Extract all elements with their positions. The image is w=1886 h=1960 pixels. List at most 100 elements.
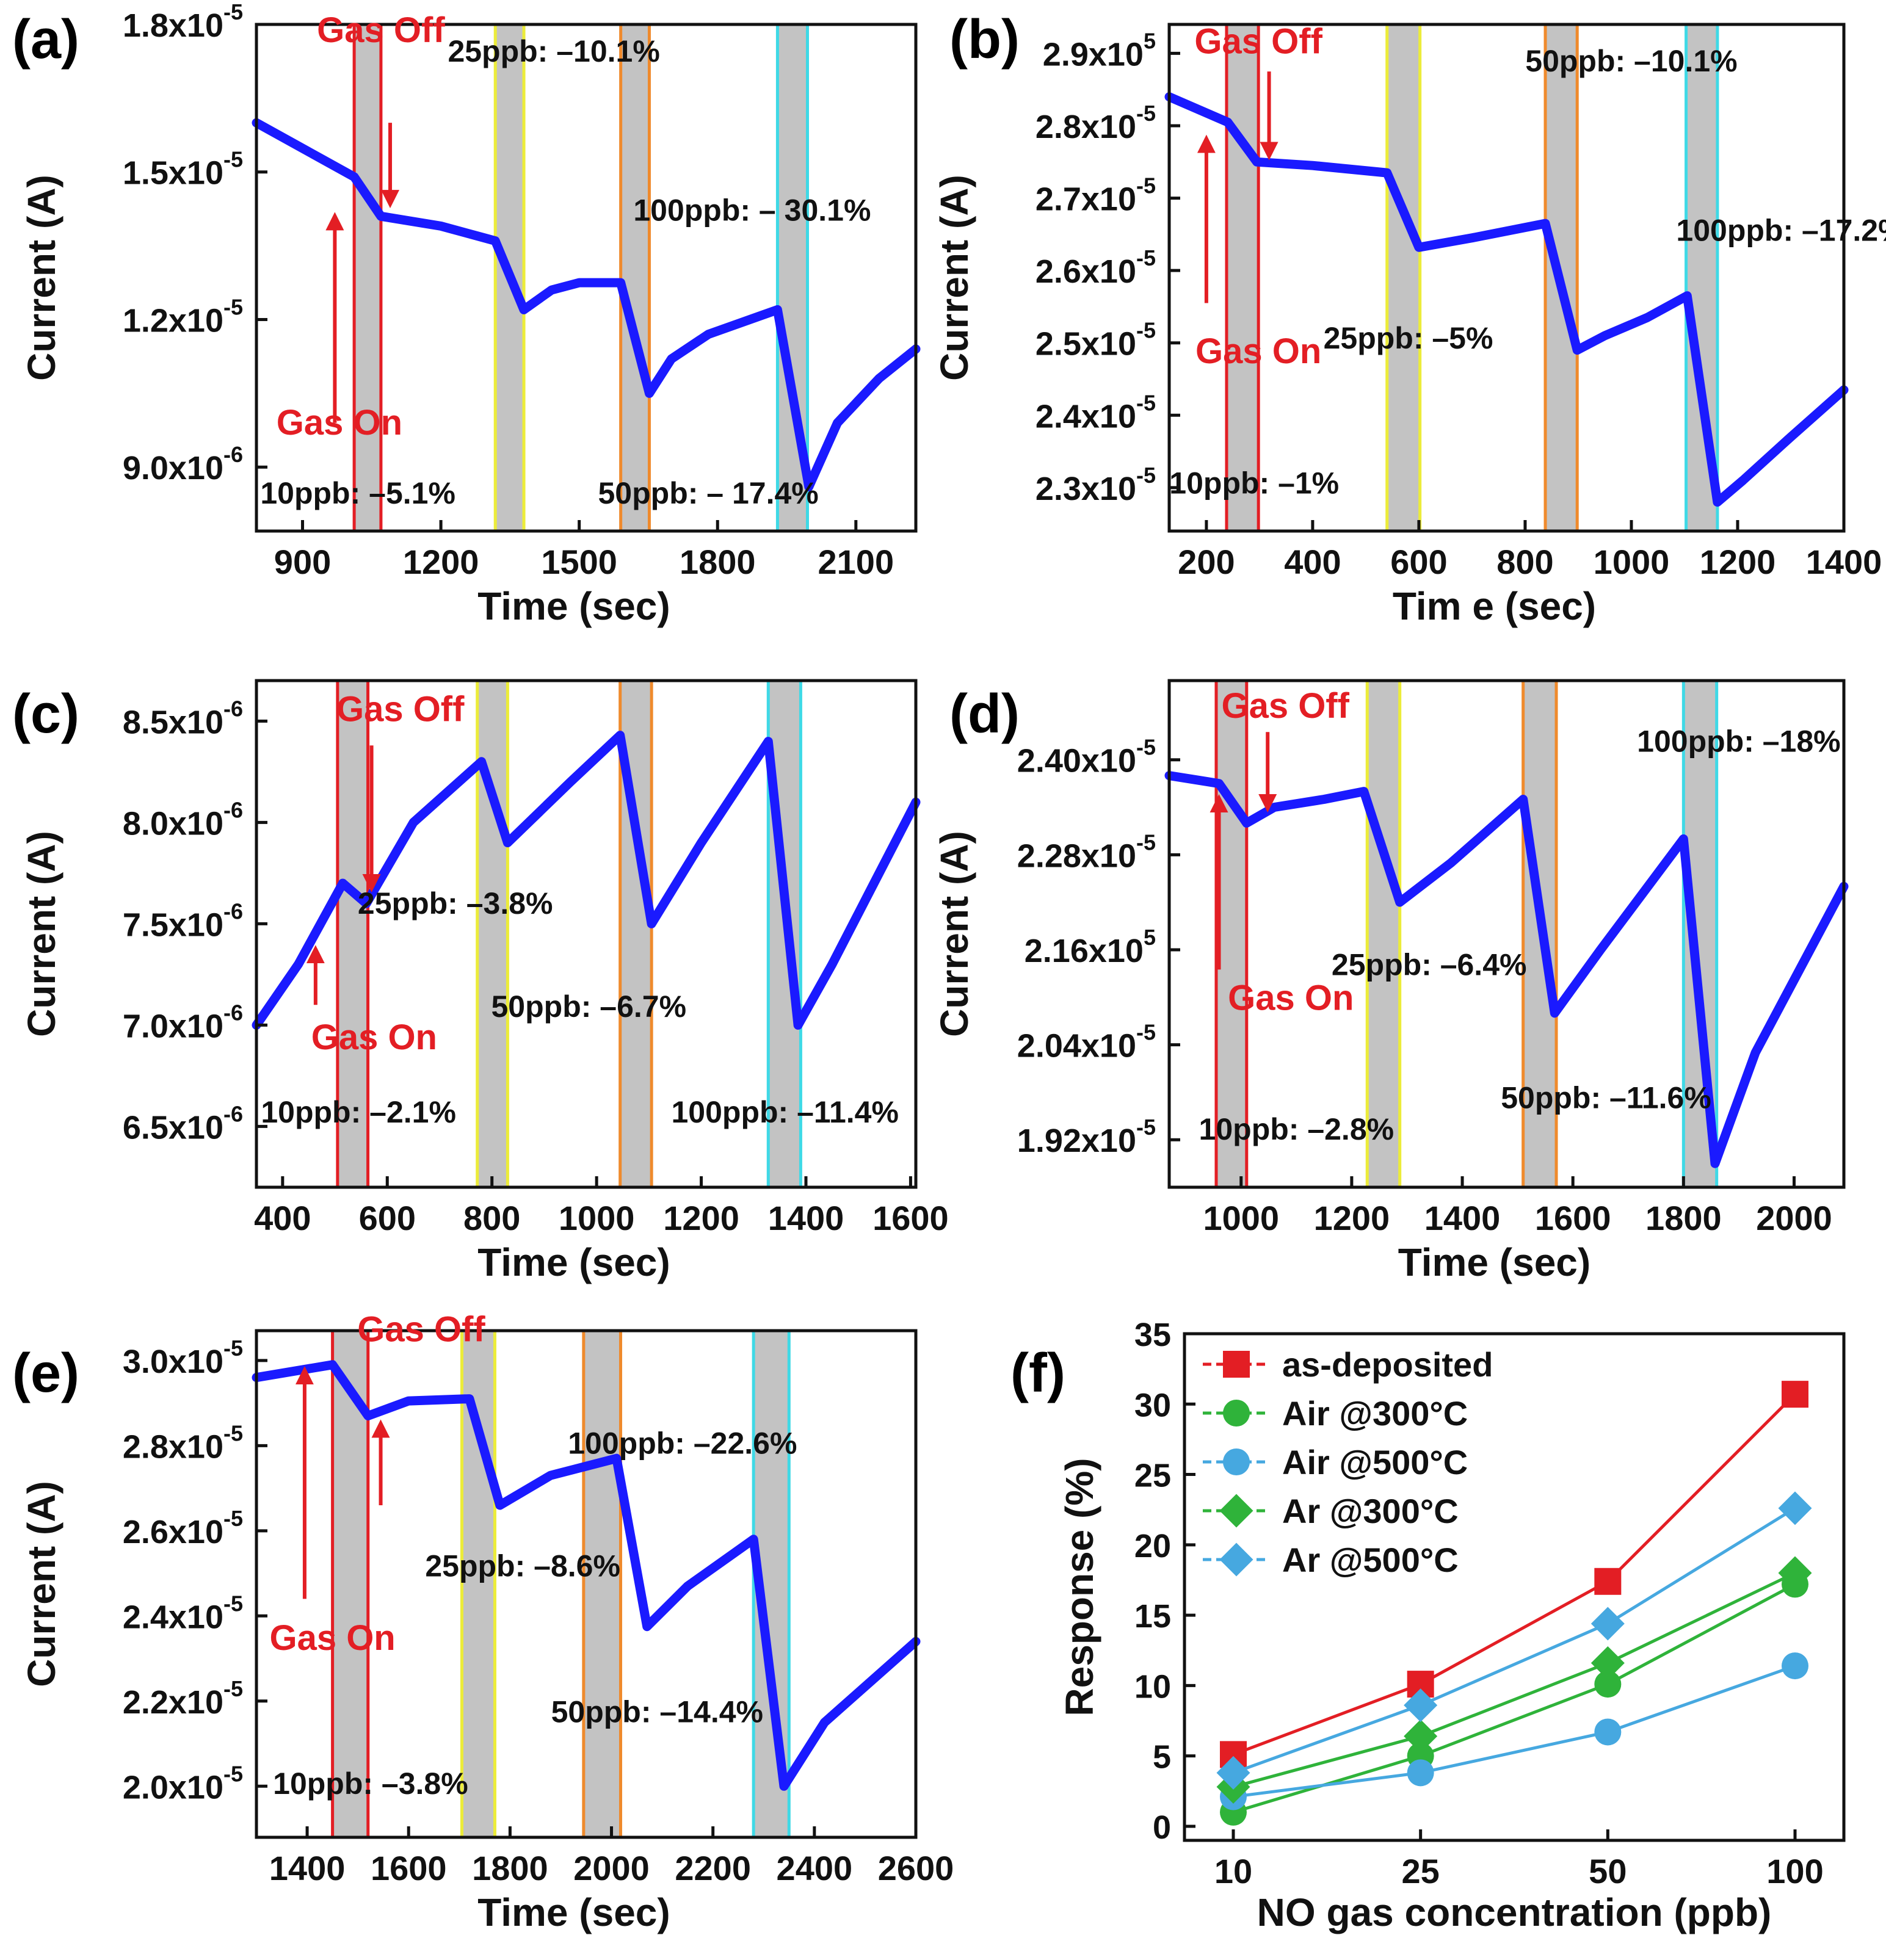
y-tick-exponent: -6	[223, 899, 243, 924]
y-tick-exponent: -5	[1136, 1020, 1156, 1045]
y-tick-mantissa: 2.9x10	[1043, 36, 1144, 73]
y-tick-exponent: -5	[1136, 245, 1156, 270]
y-tick-exponent: -6	[223, 442, 243, 467]
x-tick-label: 900	[274, 543, 331, 581]
response-annotation: 100ppb: –22.6%	[568, 1427, 797, 1461]
y-tick-label: 2.2x10-5	[123, 1676, 243, 1721]
current-trace-line	[252, 1360, 921, 1791]
x-tick-label: 2000	[1756, 1199, 1832, 1237]
y-tick-mantissa: 1.5x10	[123, 155, 223, 192]
x-tick-label: 1000	[1203, 1199, 1279, 1237]
marker-diamond	[1219, 1542, 1253, 1577]
y-tick-exponent: -5	[223, 1761, 243, 1786]
plot-frame	[1167, 679, 1846, 1189]
marker-square	[1594, 1568, 1622, 1595]
x-tick-label: 1800	[472, 1849, 548, 1887]
y-tick-label: 6.5x10-6	[123, 1101, 243, 1146]
y-tick-label: 2.8x10-5	[123, 1420, 243, 1465]
y-tick-exponent: -6	[223, 797, 243, 822]
series-line	[1233, 1506, 1796, 1774]
x-tick-label: 100	[1766, 1852, 1823, 1890]
response-annotation: 25ppb: –10.1%	[448, 34, 659, 68]
y-tick-exponent: -6	[223, 696, 243, 721]
panel-label: (c)	[12, 684, 79, 745]
y-tick-label: 2.40x10-5	[1017, 735, 1156, 779]
plot-frame	[1183, 1332, 1846, 1842]
gas-state-label: Gas On	[277, 403, 402, 443]
y-tick-exponent: -5	[223, 294, 243, 319]
plot-frame	[255, 1329, 918, 1839]
gas-state-label: Gas On	[1195, 331, 1321, 371]
y-tick-label: 5	[1153, 1739, 1171, 1776]
y-tick-label: 1.2x10-5	[123, 294, 243, 339]
response-annotation: 100ppb: – 30.1%	[633, 193, 871, 228]
y-tick-exponent: -5	[223, 1591, 243, 1616]
gas-exposure-band	[352, 23, 383, 533]
response-annotation: 25ppb: –3.8%	[358, 886, 553, 920]
response-annotation: 10ppb: –1%	[1169, 466, 1339, 500]
marker-diamond	[1219, 1494, 1253, 1528]
panel-b: (b)200 400 600 800 1000 1200 14002.3x10-52.4x1…	[932, 9, 1886, 628]
y-tick-exponent: -5	[1136, 1115, 1156, 1140]
x-tick-label: 1400	[768, 1199, 844, 1237]
gas-state-label: Gas Off	[317, 10, 445, 50]
marker-square	[1223, 1351, 1250, 1378]
y-tick-mantissa: 2.7x10	[1035, 181, 1136, 218]
y-tick-label: 3.0x10-5	[123, 1336, 243, 1380]
panel-label: (b)	[949, 9, 1020, 70]
y-tick-label: 9.0x10-6	[123, 442, 243, 486]
marker-diamond	[1590, 1607, 1625, 1641]
x-tick-label: 1200	[663, 1199, 739, 1237]
panel-label: (f)	[1010, 1343, 1065, 1404]
panel-e: (e)1400 1600 1800 2000 2200 2400 26002.0x10-52…	[12, 1309, 954, 1934]
legend-label: Air @500°C	[1282, 1443, 1468, 1481]
gas-exposure-band	[476, 679, 509, 1189]
x-axis-title: Tim e (sec)	[1393, 584, 1596, 628]
y-tick-mantissa: 2.2x10	[123, 1684, 223, 1721]
current-trace-line	[252, 731, 921, 1030]
y-tick-mantissa: 1.8x10	[123, 7, 223, 44]
gas-exposure-band	[1365, 679, 1402, 1189]
y-tick-exponent: 5	[1144, 925, 1156, 950]
y-tick-label: 2.9x105	[1043, 28, 1156, 73]
x-tick-label: 1800	[680, 543, 756, 581]
response-annotation: 25ppb: –5%	[1324, 321, 1493, 355]
x-axis-title: NO gas concentration (ppb)	[1257, 1890, 1772, 1934]
y-tick-mantissa: 8.0x10	[123, 805, 223, 842]
current-trace-line	[1164, 92, 1849, 507]
y-tick-mantissa: 2.04x10	[1017, 1028, 1136, 1065]
y-tick-mantissa: 2.40x10	[1017, 743, 1136, 779]
gas-exposure-band	[619, 23, 651, 533]
response-annotation: 100ppb: –17.2%	[1676, 214, 1886, 248]
y-tick-mantissa: 1.2x10	[123, 302, 223, 339]
x-tick-label: 400	[1284, 543, 1341, 581]
y-tick-label: 20	[1134, 1528, 1171, 1564]
series-line	[1233, 1664, 1796, 1799]
marker-circle	[1223, 1448, 1250, 1475]
plot-frame	[255, 23, 918, 533]
x-tick-label: 200	[1178, 543, 1235, 581]
y-tick-exponent: -5	[223, 1506, 243, 1531]
y-tick-exponent: -5	[223, 1420, 243, 1445]
response-annotation: 100ppb: –18%	[1637, 725, 1840, 759]
y-tick-label: 2.6x10-5	[123, 1506, 243, 1550]
y-tick-exponent: -5	[223, 147, 243, 172]
response-annotation: 50ppb: –6.7%	[491, 989, 687, 1024]
y-tick-label: 2.7x10-5	[1035, 173, 1156, 218]
panel-d: (d)1000 1200 1400 1600 1800 20001.92x10-52.04…	[932, 679, 1849, 1284]
response-annotation: 25ppb: –6.4%	[1332, 947, 1527, 982]
series-4	[1216, 1491, 1812, 1790]
legend: as-deposited Air @300°C Air @500°C Ar @300°…	[1203, 1345, 1493, 1579]
panel-label: (d)	[949, 684, 1020, 745]
y-tick-mantissa: 9.0x10	[123, 450, 223, 486]
y-tick-mantissa: 2.4x10	[123, 1599, 223, 1635]
x-axis-title: Time (sec)	[1398, 1240, 1590, 1284]
y-axis-title: Current (A)	[932, 175, 976, 381]
y-axis-title: Current (A)	[20, 1481, 63, 1687]
y-axis-title: Current (A)	[20, 831, 63, 1037]
x-tick-label: 2100	[818, 543, 894, 581]
panel-a: (a)900 1200 1500 1800 21009.0x10-61.2x10-51.…	[12, 0, 921, 628]
gas-state-label: Gas Off	[357, 1309, 485, 1349]
x-tick-label: 1600	[1535, 1199, 1611, 1237]
y-tick-label: 2.4x10-5	[1035, 390, 1156, 435]
